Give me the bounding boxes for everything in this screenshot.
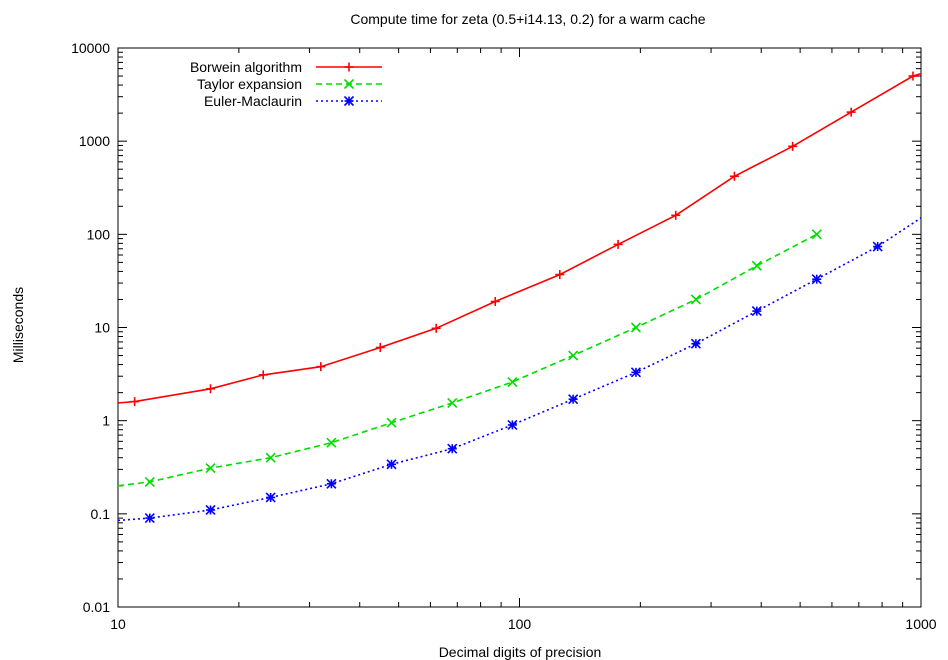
x-axis-label: Decimal digits of precision [439, 644, 602, 660]
series-line [117, 72, 922, 404]
series-line [117, 233, 818, 487]
data-point [144, 476, 155, 487]
data-point [690, 294, 701, 305]
y-tick-label: 1 [102, 413, 110, 429]
data-point [751, 260, 762, 271]
data-point [326, 478, 337, 489]
data-point [447, 443, 458, 454]
data-point [729, 171, 739, 181]
data-point [386, 459, 397, 470]
data-point [431, 323, 441, 333]
x-tick-label: 10 [110, 616, 126, 632]
y-tick-label: 10 [94, 320, 110, 336]
x-tick-label: 1000 [905, 616, 936, 632]
data-point [568, 350, 579, 361]
data-point [555, 270, 565, 280]
y-tick-label: 0.1 [91, 506, 111, 522]
data-point [613, 239, 623, 249]
data-point [811, 274, 822, 285]
y-tick-label: 10000 [71, 40, 110, 56]
legend-label: Borwein algorithm [190, 59, 302, 75]
data-point [846, 107, 856, 117]
y-tick-label: 1000 [79, 133, 110, 149]
series-layer [117, 71, 922, 524]
data-point [872, 241, 883, 252]
axis-ticks: 0.01 0.1 1 10 100 1000 10000 10 100 1000 [71, 40, 937, 632]
data-point [205, 462, 216, 474]
data-point [788, 141, 798, 151]
data-point [205, 504, 216, 516]
data-point [630, 367, 642, 378]
legend-marker [344, 62, 354, 72]
x-tick-label: 100 [508, 616, 532, 632]
data-point [386, 417, 397, 428]
y-axis-label: Milliseconds [10, 287, 26, 363]
data-point [130, 397, 140, 407]
data-point [690, 338, 701, 349]
series-0 [117, 71, 922, 407]
series-line [117, 217, 922, 522]
data-point [258, 370, 268, 380]
series-1 [117, 229, 822, 487]
data-point [811, 229, 822, 240]
data-point [490, 297, 500, 307]
legend-marker [343, 78, 355, 90]
data-point [144, 513, 155, 524]
legend-label: Taylor expansion [197, 76, 302, 92]
data-point [206, 384, 216, 394]
data-point [630, 322, 642, 333]
data-point [507, 376, 518, 388]
y-tick-label: 100 [87, 226, 111, 242]
data-point [447, 397, 458, 408]
series-2 [117, 217, 922, 524]
chart-title: Compute time for zeta (0.5+i14.13, 0.2) … [350, 11, 705, 27]
data-point [671, 210, 681, 220]
data-point [568, 394, 579, 405]
data-point [326, 437, 337, 448]
data-point [507, 419, 518, 430]
data-point [751, 306, 762, 317]
data-point [265, 452, 276, 463]
legend-label: Euler-Maclaurin [204, 93, 302, 109]
legend-marker [343, 95, 355, 107]
data-point [316, 362, 326, 372]
data-point [265, 492, 276, 503]
y-tick-label: 0.01 [83, 599, 110, 615]
data-point [375, 343, 385, 353]
plot-frame [117, 47, 922, 608]
data-point [908, 71, 918, 81]
